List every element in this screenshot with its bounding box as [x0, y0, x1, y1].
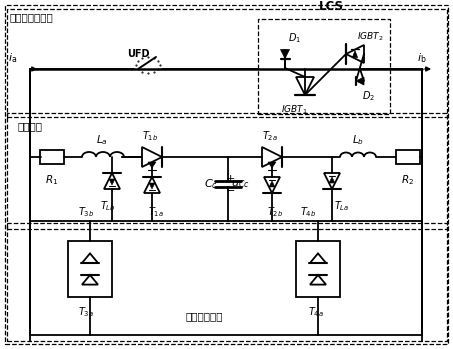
- Text: $D_2$: $D_2$: [362, 89, 375, 103]
- Bar: [258, 19, 390, 114]
- Polygon shape: [109, 179, 115, 185]
- Polygon shape: [329, 177, 335, 183]
- Text: $L_a$: $L_a$: [96, 133, 108, 147]
- Polygon shape: [269, 181, 275, 187]
- Text: 电流转移支路: 电流转移支路: [185, 311, 222, 321]
- Text: 限流支路: 限流支路: [18, 121, 43, 131]
- Text: $T_{La}$: $T_{La}$: [334, 199, 349, 213]
- Polygon shape: [356, 77, 364, 85]
- Bar: [7, 113, 447, 229]
- Text: $T_{Lb}$: $T_{Lb}$: [100, 199, 116, 213]
- Text: $i_{\rm a}$: $i_{\rm a}$: [8, 51, 17, 65]
- Text: $D_1$: $D_1$: [288, 31, 301, 45]
- Text: $i_{\rm b}$: $i_{\rm b}$: [417, 51, 427, 65]
- Text: $+$: $+$: [225, 173, 235, 185]
- Text: $u_{Cc}$: $u_{Cc}$: [231, 178, 250, 190]
- Text: $T_{2a}$: $T_{2a}$: [262, 129, 278, 143]
- Text: $T_{4b}$: $T_{4b}$: [300, 205, 316, 219]
- Polygon shape: [148, 162, 156, 168]
- Text: $-$: $-$: [225, 184, 235, 194]
- Bar: [296, 241, 340, 297]
- Bar: [396, 150, 420, 164]
- Text: $T_{4a}$: $T_{4a}$: [308, 305, 324, 319]
- Text: UFD: UFD: [127, 49, 149, 59]
- Bar: [7, 9, 447, 117]
- Text: $T_{3b}$: $T_{3b}$: [78, 205, 94, 219]
- Polygon shape: [268, 162, 276, 168]
- Polygon shape: [352, 50, 358, 58]
- Text: $R_1$: $R_1$: [45, 173, 58, 187]
- Text: $IGBT_2$: $IGBT_2$: [357, 30, 384, 43]
- Text: $T_{1b}$: $T_{1b}$: [142, 129, 158, 143]
- Polygon shape: [149, 183, 155, 189]
- Text: $L_b$: $L_b$: [352, 133, 364, 147]
- Text: 通态低损耗支路: 通态低损耗支路: [10, 12, 54, 22]
- Text: $T_{2b}$: $T_{2b}$: [267, 205, 283, 219]
- Text: $C_c$: $C_c$: [204, 177, 218, 191]
- Bar: [40, 150, 64, 164]
- Text: $T_{1a}$: $T_{1a}$: [148, 205, 164, 219]
- Text: $R_2$: $R_2$: [401, 173, 414, 187]
- Bar: [7, 223, 447, 341]
- Text: $IGBT_1$: $IGBT_1$: [281, 104, 308, 117]
- Text: $T_{3a}$: $T_{3a}$: [78, 305, 94, 319]
- Text: LCS: LCS: [319, 0, 344, 13]
- Polygon shape: [280, 50, 289, 59]
- Bar: [68, 241, 112, 297]
